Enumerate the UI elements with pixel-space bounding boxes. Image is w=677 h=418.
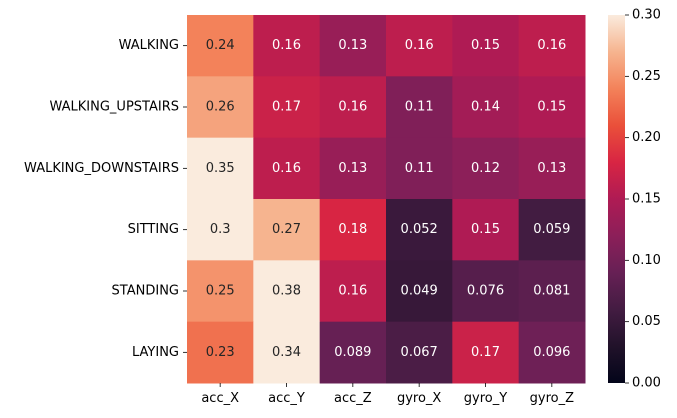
y-tick-label-laying: LAYING	[132, 345, 179, 360]
x-tick-label-gyro-x: gyro_X	[397, 391, 441, 406]
heatmap-cell-sitting-acc-x	[187, 199, 254, 261]
cell-value-label: 0.26	[206, 100, 235, 115]
cell-value-label: 0.13	[338, 161, 367, 176]
cell-value-label: 0.14	[471, 100, 500, 115]
cell-value-label: 0.3	[210, 222, 231, 237]
heatmap-cell-walking-downstairs-gyro-y	[452, 137, 520, 200]
heatmap-cell-sitting-acc-z	[319, 199, 387, 261]
y-axis: WALKING WALKING_UPSTAIRS WALKING_DOWNSTAIR…	[24, 38, 187, 360]
cell-value-label: 0.16	[537, 38, 566, 53]
heatmap-cell-walking-gyro-x	[386, 15, 453, 77]
cell-value-label: 0.15	[471, 38, 500, 53]
cell-value-label: 0.16	[405, 38, 434, 53]
heatmap-cell-sitting-gyro-y	[452, 199, 520, 261]
cell-value-label: 0.23	[206, 345, 235, 360]
x-axis: acc_X acc_Y acc_Z gyro_X gyro_Y gyro_Z	[201, 383, 574, 406]
heatmap-cell-laying-gyro-z	[518, 321, 586, 384]
cell-value-label: 0.16	[338, 100, 367, 115]
heatmap-cell-walking-acc-x	[187, 15, 254, 77]
colorbar-tick-label: 0.15	[632, 192, 661, 207]
cell-value-label: 0.076	[467, 284, 504, 299]
y-tick-label-walking: WALKING	[119, 38, 179, 53]
cell-value-label: 0.18	[338, 222, 367, 237]
cell-value-label: 0.16	[272, 161, 301, 176]
heatmap-cell-standing-acc-z	[319, 260, 387, 323]
heatmap-cell-labels: 0.24 0.16 0.13 0.16 0.15 0.16 0.26 0.17 0.16 0.11…	[206, 38, 571, 360]
heatmap-cell-sitting-gyro-z	[518, 199, 586, 261]
cell-value-label: 0.13	[537, 161, 566, 176]
heatmap-cell-walking-downstairs-acc-z	[319, 137, 387, 200]
heatmap-cell-standing-gyro-x	[386, 260, 453, 323]
y-tick-label-walking-downstairs: WALKING_DOWNSTAIRS	[24, 161, 179, 176]
colorbar-tick-label: 0.25	[632, 69, 661, 84]
heatmap-cells	[187, 15, 586, 384]
heatmap-cell-laying-gyro-x	[386, 321, 453, 384]
heatmap-cell-walking-upstairs-acc-x	[187, 76, 254, 139]
heatmap-cell-walking-upstairs-acc-z	[319, 76, 387, 139]
heatmap-cell-walking-upstairs-gyro-z	[518, 76, 586, 139]
heatmap-cell-walking-upstairs-gyro-x	[386, 76, 453, 139]
cell-value-label: 0.35	[206, 161, 235, 176]
cell-value-label: 0.16	[338, 284, 367, 299]
x-tick-label-acc-z: acc_Z	[334, 391, 372, 406]
cell-value-label: 0.15	[537, 100, 566, 115]
x-tick-label-gyro-y: gyro_Y	[464, 391, 507, 406]
cell-value-label: 0.17	[272, 100, 301, 115]
cell-value-label: 0.27	[272, 222, 301, 237]
heatmap-cell-sitting-gyro-x	[386, 199, 453, 261]
heatmap-cell-walking-upstairs-gyro-y	[452, 76, 520, 139]
x-tick-label-acc-y: acc_Y	[268, 391, 305, 406]
colorbar-tick-label: 0.10	[632, 253, 661, 268]
cell-value-label: 0.16	[272, 38, 301, 53]
cell-value-label: 0.11	[405, 100, 434, 115]
heatmap-cell-walking-upstairs-acc-y	[253, 76, 321, 139]
y-tick-label-sitting: SITTING	[128, 222, 179, 237]
cell-value-label: 0.11	[405, 161, 434, 176]
cell-value-label: 0.081	[533, 284, 570, 299]
colorbar: 0.00 0.05 0.10 0.15 0.20 0.25 0.30	[608, 8, 661, 391]
colorbar-tick-label: 0.00	[632, 376, 661, 391]
heatmap-cell-walking-gyro-y	[452, 15, 520, 77]
cell-value-label: 0.067	[401, 345, 438, 360]
heatmap-cell-walking-downstairs-gyro-z	[518, 137, 586, 200]
heatmap-cell-standing-gyro-z	[518, 260, 586, 323]
cell-value-label: 0.049	[401, 284, 438, 299]
cell-value-label: 0.17	[471, 345, 500, 360]
heatmap-cell-walking-downstairs-gyro-x	[386, 137, 453, 200]
heatmap-cell-laying-acc-y	[253, 321, 321, 384]
cell-value-label: 0.052	[401, 222, 438, 237]
cell-value-label: 0.059	[533, 222, 570, 237]
cell-value-label: 0.38	[272, 284, 301, 299]
heatmap-cell-standing-acc-y	[253, 260, 321, 323]
heatmap-cell-laying-acc-z	[319, 321, 387, 384]
cell-value-label: 0.13	[338, 38, 367, 53]
heatmap-cell-laying-acc-x	[187, 321, 254, 384]
heatmap-cell-walking-downstairs-acc-y	[253, 137, 321, 200]
heatmap-cell-walking-acc-z	[319, 15, 387, 77]
heatmap-cell-standing-gyro-y	[452, 260, 520, 323]
heatmap-cell-standing-acc-x	[187, 260, 254, 323]
cell-value-label: 0.24	[206, 38, 235, 53]
colorbar-gradient	[608, 15, 625, 383]
heatmap-cell-walking-downstairs-acc-x	[187, 137, 254, 200]
cell-value-label: 0.15	[471, 222, 500, 237]
cell-value-label: 0.089	[334, 345, 371, 360]
cell-value-label: 0.12	[471, 161, 500, 176]
heatmap-cell-walking-acc-y	[253, 15, 321, 77]
y-tick-label-walking-upstairs: WALKING_UPSTAIRS	[50, 100, 180, 115]
heatmap-cell-laying-gyro-y	[452, 321, 520, 384]
heatmap-cell-sitting-acc-y	[253, 199, 321, 261]
colorbar-tick-label: 0.05	[632, 314, 661, 329]
colorbar-tick-label: 0.30	[632, 8, 661, 23]
y-tick-label-standing: STANDING	[112, 284, 179, 299]
x-tick-label-acc-x: acc_X	[201, 391, 239, 406]
cell-value-label: 0.34	[272, 345, 301, 360]
cell-value-label: 0.096	[533, 345, 570, 360]
cell-value-label: 0.25	[206, 284, 235, 299]
x-tick-label-gyro-z: gyro_Z	[530, 391, 574, 406]
heatmap-cell-walking-gyro-z	[518, 15, 586, 77]
colorbar-tick-label: 0.20	[632, 130, 661, 145]
